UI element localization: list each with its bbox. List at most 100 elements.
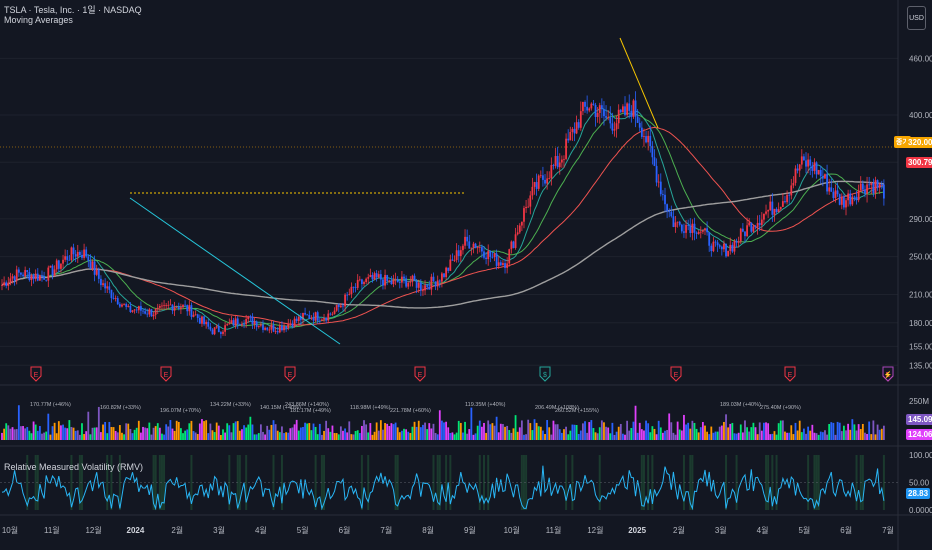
volume-bar [535,422,538,440]
volume-bar [798,420,801,440]
volume-bar [430,428,433,440]
volume-bar [253,434,256,440]
candle-body [664,194,666,205]
volume-label: 181.17M (+49%) [290,408,331,414]
candle-body [411,275,414,282]
candle-body [137,306,140,311]
volume-bar [754,427,757,440]
event-marker[interactable] [539,366,551,382]
event-marker[interactable] [284,366,296,382]
volume-bar [512,428,515,440]
event-marker[interactable] [784,366,796,382]
volume-bar [352,434,355,440]
volume-bar [62,424,64,440]
time-tick-label: 5월 [297,525,309,535]
candle-body [74,254,77,257]
volume-bar [72,427,75,440]
volume-bar [866,433,868,440]
candle-body [89,260,92,269]
candle-body [38,275,41,281]
ma-value-tag: 300.79 [906,157,932,168]
volume-bar [647,423,650,440]
volume-bar [518,427,521,440]
volume-bar [741,432,744,440]
volume-bar [192,431,195,440]
indicator-ma-label[interactable]: Moving Averages [4,15,73,25]
volume-bar [649,432,652,440]
volume-label: 189.03M (+40%) [720,402,761,408]
volume-bar [93,427,96,440]
candle-body [800,156,803,165]
event-marker[interactable] [160,366,172,382]
candle-body [861,183,864,190]
volume-bar [247,424,250,440]
candle-body [224,325,227,332]
volume-bar [257,433,260,440]
rmv-low-volatility-band [158,455,161,510]
candle-body [171,304,174,311]
candle-body [123,303,125,305]
candle-body [689,225,692,233]
volume-bar [725,414,727,440]
candle-body [506,263,509,268]
candle-body [624,106,626,116]
price-tick-label: 250.00 [909,253,932,262]
volume-bar [251,424,254,440]
candle-body [196,314,199,318]
volume-bar [699,427,702,440]
candle-body [249,316,252,318]
candle-body [268,329,271,331]
candle-body [188,305,191,312]
candle-body [304,312,306,315]
event-marker[interactable] [30,366,42,382]
candle-body [502,263,504,266]
volume-bar [373,431,376,440]
candle-body [236,318,239,325]
rmv-low-volatility-band [478,455,481,510]
volume-bar [645,420,647,440]
volume-bar [849,429,852,440]
candle-body [779,206,782,210]
rmv-low-volatility-band [238,455,241,510]
volume-bar [569,430,572,440]
symbol-title[interactable]: TSLA · Tesla, Inc. · 1일 · NASDAQ [4,5,142,15]
candle-body [7,282,10,286]
indicator-rmv-label[interactable]: Relative Measured Volatility (RMV) [4,462,144,472]
rmv-low-volatility-band [522,455,525,510]
volume-bar [270,424,273,440]
volume-bar [60,425,62,440]
volume-bar [175,420,178,440]
candle-body [859,183,862,191]
event-marker[interactable] [670,366,682,382]
volume-bar [158,427,161,440]
volume-bar [392,424,395,440]
volume-bar [213,432,216,440]
candle-body [11,276,14,279]
volume-label: 221.78M (+60%) [390,408,431,414]
volume-bar [346,432,349,440]
volume-bar [26,427,29,440]
volume-bar [626,420,629,440]
volume-bar [504,426,506,440]
volume-bar [872,420,875,440]
volume-bar [859,429,862,440]
candle-body [723,243,725,250]
candle-body [30,275,33,281]
volume-bar [449,432,452,440]
volume-bar [337,434,340,440]
event-marker[interactable] [882,366,894,382]
candle-body [701,230,704,232]
volume-bar [731,422,734,440]
candle-body [392,279,395,285]
event-marker[interactable] [414,366,426,382]
volume-bar [299,427,302,440]
volume-bar [211,430,214,440]
currency-button[interactable]: USD [907,6,926,30]
time-tick-label: 11월 [546,525,562,535]
candle-body [535,182,538,189]
volume-bar [718,426,721,440]
candle-body [697,231,700,234]
candle-body [636,116,639,123]
candle-body [278,325,281,333]
